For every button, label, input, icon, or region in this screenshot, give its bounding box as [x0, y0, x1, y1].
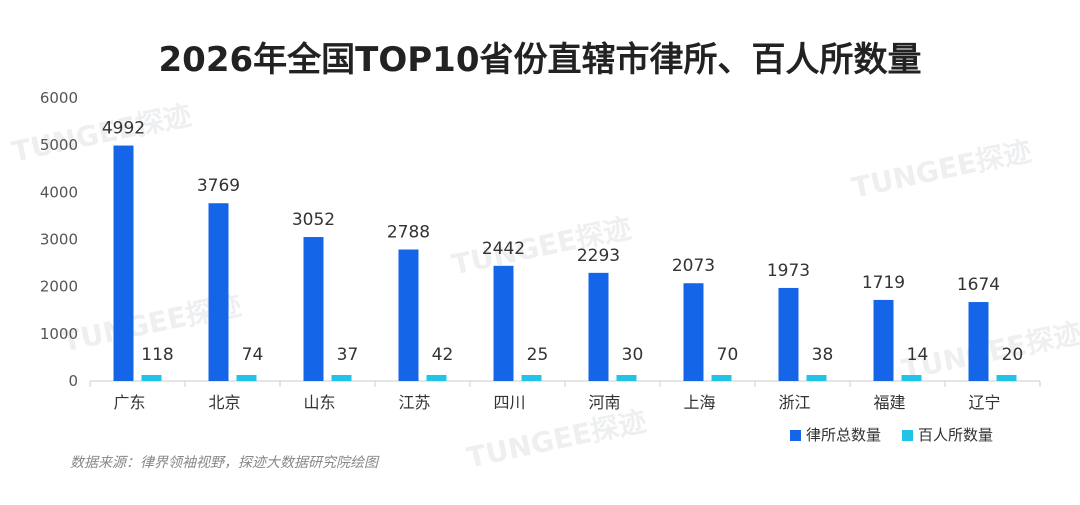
bar-百人所数量 — [521, 375, 542, 381]
y-tick-label: 1000 — [40, 325, 78, 343]
bar-百人所数量 — [901, 375, 922, 381]
y-tick-label: 5000 — [40, 136, 78, 154]
bar-律所总数量 — [588, 272, 609, 381]
x-category-label: 上海 — [683, 393, 715, 412]
x-category-label: 江苏 — [398, 393, 430, 412]
bar-律所总数量 — [968, 302, 989, 381]
x-category-label: 四川 — [493, 393, 525, 412]
data-label: 4992 — [102, 119, 145, 139]
legend-label: 律所总数量 — [806, 426, 881, 444]
data-label: 42 — [432, 345, 454, 365]
bar-律所总数量 — [778, 287, 799, 381]
data-label: 74 — [242, 345, 264, 365]
bar-百人所数量 — [331, 375, 352, 381]
data-label: 1973 — [767, 261, 810, 281]
data-label: 38 — [812, 345, 834, 365]
bar-律所总数量 — [873, 299, 894, 381]
bar-百人所数量 — [141, 375, 162, 381]
data-label: 2788 — [387, 222, 430, 242]
x-category-label: 山东 — [303, 393, 335, 412]
data-label: 70 — [717, 345, 739, 365]
data-label: 37 — [337, 345, 359, 365]
data-label: 2442 — [482, 239, 525, 259]
bar-律所总数量 — [303, 237, 324, 381]
y-tick-label: 0 — [68, 372, 78, 390]
legend-label: 百人所数量 — [918, 426, 993, 444]
bar-律所总数量 — [208, 203, 229, 381]
data-label: 2293 — [577, 246, 620, 266]
bar-律所总数量 — [113, 145, 134, 381]
source-note: 数据来源：律界领袖视野，探迹大数据研究院绘图 — [70, 455, 378, 471]
bar-律所总数量 — [398, 249, 419, 381]
data-label: 3769 — [197, 176, 240, 196]
bar-律所总数量 — [683, 283, 704, 381]
y-tick-label: 3000 — [40, 231, 78, 249]
x-category-label: 河南 — [588, 393, 620, 412]
data-label: 1674 — [957, 275, 1000, 295]
bar-百人所数量 — [616, 375, 637, 381]
data-label: 20 — [1002, 345, 1024, 365]
y-tick-label: 4000 — [40, 183, 78, 201]
x-category-label: 北京 — [208, 393, 240, 412]
data-label: 118 — [141, 345, 173, 365]
legend-swatch — [902, 430, 913, 441]
bar-百人所数量 — [711, 375, 732, 381]
x-category-label: 广东 — [113, 393, 145, 412]
bar-百人所数量 — [806, 375, 827, 381]
y-tick-label: 6000 — [40, 89, 78, 107]
x-category-label: 浙江 — [778, 393, 810, 412]
data-label: 2073 — [672, 256, 715, 276]
chart-title: 2026年全国TOP10省份直辖市律所、百人所数量 — [158, 40, 922, 80]
data-label: 1719 — [862, 273, 905, 293]
bar-百人所数量 — [426, 375, 447, 381]
data-label: 30 — [622, 345, 644, 365]
x-category-label: 福建 — [873, 393, 905, 412]
x-category-label: 辽宁 — [968, 393, 1000, 412]
data-label: 25 — [527, 345, 549, 365]
y-tick-label: 2000 — [40, 278, 78, 296]
data-label: 3052 — [292, 210, 335, 230]
bar-律所总数量 — [493, 265, 514, 381]
bar-百人所数量 — [996, 375, 1017, 381]
bar-百人所数量 — [236, 375, 257, 381]
legend-swatch — [790, 430, 801, 441]
data-label: 14 — [907, 345, 929, 365]
